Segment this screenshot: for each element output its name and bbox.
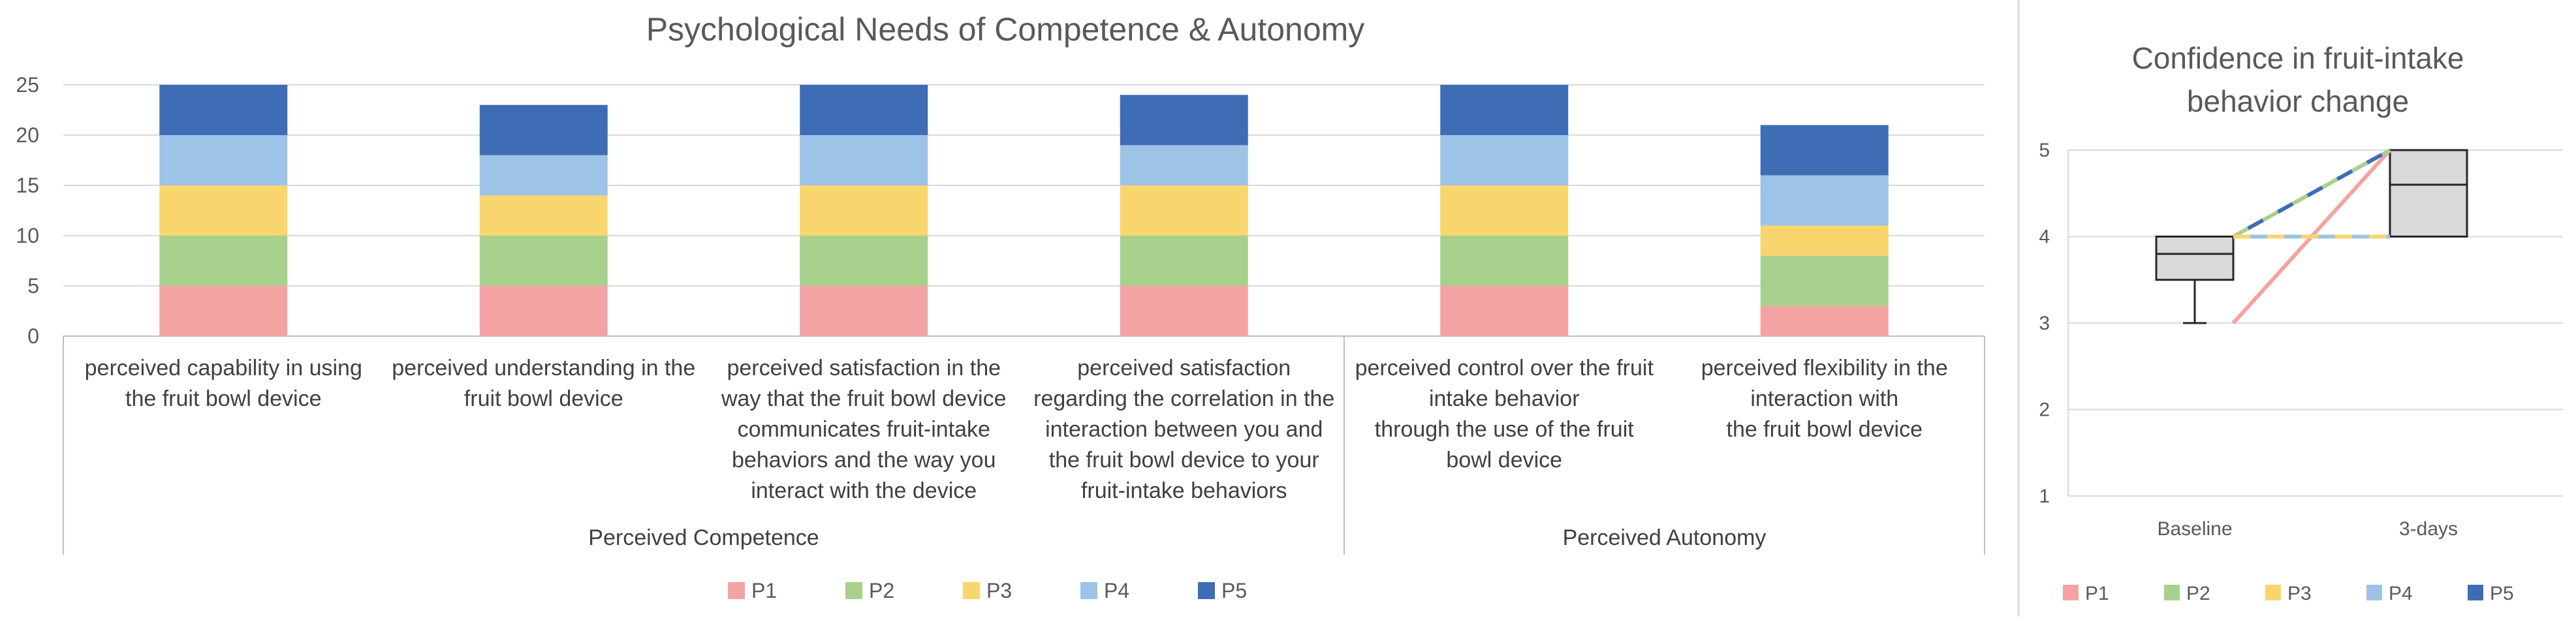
category-label: perceived satisfaction bbox=[1077, 356, 1291, 380]
y-tick-label: 25 bbox=[16, 73, 39, 97]
y-tick-label: 5 bbox=[2039, 140, 2050, 161]
legend-swatch-p4 bbox=[1080, 582, 1097, 599]
legend-swatch-p2 bbox=[845, 582, 862, 599]
bar-p3 bbox=[159, 185, 288, 236]
chart-title: Confidence in fruit-intake bbox=[2132, 41, 2464, 75]
category-label: the fruit bowl device bbox=[125, 386, 322, 411]
legend-label: P2 bbox=[869, 579, 894, 602]
bar-p5 bbox=[479, 104, 608, 155]
bar-p1 bbox=[1760, 305, 1889, 336]
bar-p2 bbox=[1440, 236, 1569, 286]
y-tick-label: 0 bbox=[27, 324, 39, 348]
chart-title: Psychological Needs of Competence & Auto… bbox=[646, 11, 1365, 48]
category-label: interaction between you and bbox=[1045, 417, 1323, 442]
bar-p4 bbox=[1440, 135, 1569, 185]
stacked-bar-chart: Psychological Needs of Competence & Auto… bbox=[16, 11, 1985, 602]
chart-title: behavior change bbox=[2187, 84, 2409, 118]
legend-label: P3 bbox=[986, 579, 1012, 602]
bar-p5 bbox=[800, 85, 928, 135]
y-tick-label: 2 bbox=[2039, 399, 2050, 421]
category-label: regarding the correlation in the bbox=[1033, 386, 1334, 411]
box bbox=[2389, 149, 2468, 238]
legend-label: P1 bbox=[751, 579, 777, 602]
y-tick-label: 3 bbox=[2039, 313, 2050, 334]
legend-swatch-p1 bbox=[2063, 585, 2079, 600]
bar-p3 bbox=[1440, 185, 1569, 236]
bar-p5 bbox=[1120, 95, 1248, 146]
bar-p2 bbox=[159, 236, 288, 286]
legend-label: P4 bbox=[2389, 583, 2413, 604]
bar-p1 bbox=[159, 286, 288, 336]
y-tick-label: 15 bbox=[16, 174, 39, 197]
box bbox=[2155, 236, 2235, 281]
bar-p3 bbox=[800, 185, 928, 236]
bar-p3 bbox=[1120, 185, 1248, 236]
x-tick-label: 3-days bbox=[2399, 518, 2458, 540]
x-tick-label: Baseline bbox=[2157, 518, 2232, 540]
legend-swatch-p2 bbox=[2164, 585, 2180, 600]
bar-p5 bbox=[1760, 125, 1889, 176]
legend-swatch-p5 bbox=[1198, 582, 1215, 599]
category-label: perceived understanding in the bbox=[392, 356, 695, 380]
category-label: perceived capability in using bbox=[85, 356, 362, 380]
category-label: the fruit bowl device to your bbox=[1049, 448, 1319, 473]
y-tick-label: 4 bbox=[2039, 226, 2050, 248]
y-tick-label: 5 bbox=[27, 274, 39, 298]
legend-label: P5 bbox=[2490, 583, 2514, 604]
series-line-p5 bbox=[2232, 148, 2391, 239]
category-label: communicates fruit-intake bbox=[738, 417, 990, 442]
bar-p1 bbox=[1120, 286, 1248, 336]
category-label: intake behavior bbox=[1429, 386, 1580, 411]
bar-p2 bbox=[1760, 255, 1889, 306]
bar-p2 bbox=[479, 236, 608, 286]
bar-p5 bbox=[159, 85, 288, 135]
category-label: the fruit bowl device bbox=[1727, 417, 1923, 442]
legend-label: P5 bbox=[1221, 579, 1247, 602]
bar-p3 bbox=[1760, 225, 1889, 256]
bar-p5 bbox=[1440, 85, 1569, 135]
bar-p4 bbox=[479, 155, 608, 196]
category-label: bowl device bbox=[1446, 448, 1562, 473]
bar-p4 bbox=[800, 135, 928, 185]
y-tick-label: 1 bbox=[2039, 486, 2050, 507]
y-tick-label: 10 bbox=[16, 224, 39, 247]
category-label: way that the fruit bowl device bbox=[721, 386, 1007, 411]
category-label: perceived satisfaction in the bbox=[727, 356, 1001, 380]
series-line-p2 bbox=[2232, 148, 2391, 239]
bar-p4 bbox=[159, 135, 288, 185]
legend-swatch-p5 bbox=[2468, 585, 2483, 600]
legend-swatch-p4 bbox=[2366, 585, 2382, 600]
category-label: perceived flexibility in the bbox=[1701, 356, 1948, 380]
category-label: perceived control over the fruit bbox=[1355, 356, 1654, 380]
bar-p1 bbox=[1440, 286, 1569, 336]
bar-p4 bbox=[1120, 145, 1248, 185]
bar-p2 bbox=[800, 236, 928, 286]
category-label: fruit bowl device bbox=[464, 386, 623, 411]
bar-p1 bbox=[479, 286, 608, 336]
category-label: behaviors and the way you bbox=[732, 448, 996, 473]
confidence-line-chart: Confidence in fruit-intake behavior chang… bbox=[2039, 41, 2563, 604]
bar-p3 bbox=[479, 195, 608, 236]
legend-label: P1 bbox=[2085, 583, 2109, 604]
legend-swatch-p3 bbox=[963, 582, 980, 599]
category-label: interaction with bbox=[1750, 386, 1898, 411]
legend-label: P3 bbox=[2287, 583, 2312, 604]
y-tick-label: 20 bbox=[16, 123, 39, 147]
legend-label: P2 bbox=[2186, 583, 2210, 604]
legend-label: P4 bbox=[1104, 579, 1129, 602]
legend-swatch-p3 bbox=[2265, 585, 2281, 600]
legend-swatch-p1 bbox=[728, 582, 745, 599]
category-label: through the use of the fruit bbox=[1375, 417, 1634, 442]
category-label: interact with the device bbox=[751, 478, 977, 503]
group-label: Perceived Autonomy bbox=[1563, 525, 1767, 550]
category-label: fruit-intake behaviors bbox=[1081, 478, 1287, 503]
group-label: Perceived Competence bbox=[588, 525, 819, 550]
bar-p1 bbox=[800, 286, 928, 336]
bar-p2 bbox=[1120, 236, 1248, 286]
bar-p4 bbox=[1760, 175, 1889, 226]
